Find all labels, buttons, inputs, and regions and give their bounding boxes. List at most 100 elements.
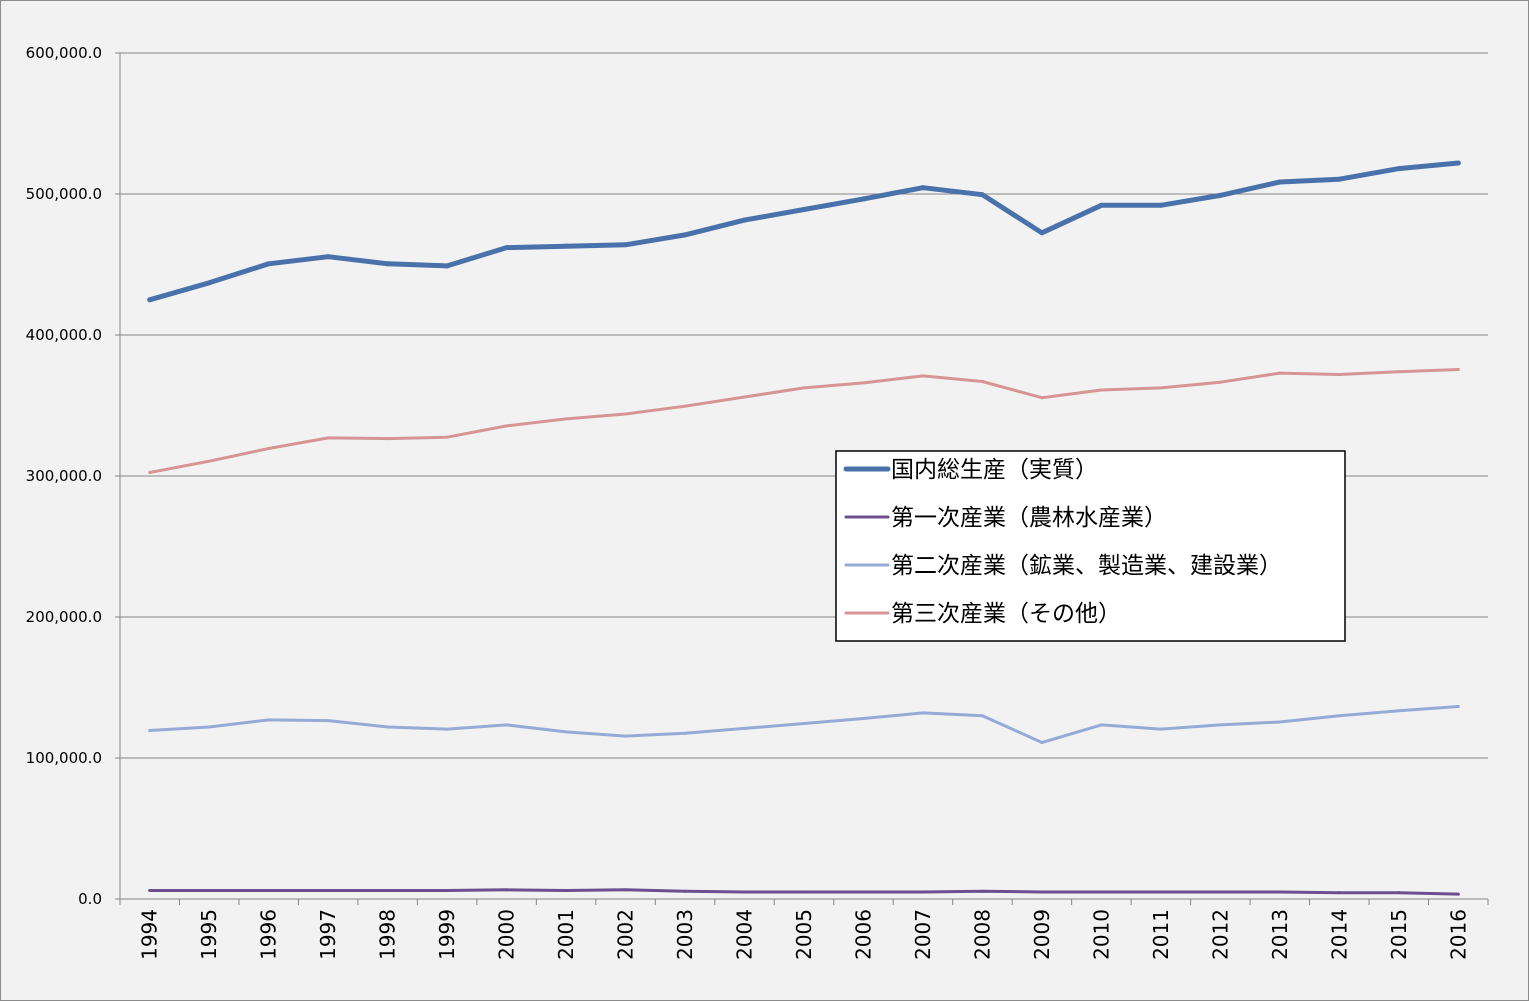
data-point bbox=[1159, 890, 1163, 894]
data-point bbox=[1456, 368, 1460, 372]
series-line-1 bbox=[147, 160, 1461, 303]
data-point bbox=[980, 889, 984, 893]
data-point bbox=[505, 723, 509, 727]
data-point bbox=[505, 888, 509, 892]
data-point bbox=[623, 242, 629, 248]
legend-box bbox=[835, 450, 1346, 642]
y-tick-label: 100,000.0 bbox=[26, 749, 102, 767]
x-tick-label: 2005 bbox=[792, 909, 816, 960]
x-tick-label: 2009 bbox=[1030, 909, 1054, 960]
axes bbox=[115, 52, 1489, 905]
data-point bbox=[326, 719, 330, 723]
data-point bbox=[564, 889, 568, 893]
legend-label: 第二次産業（鉱業、製造業、建設業） bbox=[891, 553, 1282, 579]
data-point bbox=[802, 386, 806, 390]
data-point bbox=[683, 889, 687, 893]
data-point bbox=[385, 261, 391, 267]
x-tick-label: 2006 bbox=[851, 909, 875, 960]
data-point bbox=[1217, 192, 1223, 198]
data-point bbox=[445, 889, 449, 893]
x-tick-label: 2016 bbox=[1446, 909, 1470, 960]
x-tick-label: 2013 bbox=[1268, 909, 1292, 960]
legend-label: 第一次産業（農林水産業） bbox=[891, 505, 1167, 531]
data-point bbox=[624, 734, 628, 738]
data-point bbox=[920, 185, 926, 191]
data-point bbox=[1456, 705, 1460, 709]
data-point bbox=[563, 243, 569, 249]
data-point bbox=[207, 725, 211, 729]
data-point bbox=[921, 374, 925, 378]
data-point bbox=[1337, 372, 1341, 376]
data-point bbox=[1099, 890, 1103, 894]
data-point bbox=[801, 207, 807, 213]
data-point bbox=[504, 245, 510, 251]
data-point bbox=[267, 447, 271, 451]
y-axis-ticks: 0.0 100,000.0 200,000.0 300,000.0 400,000.0 5… bbox=[26, 44, 102, 908]
data-point bbox=[1278, 890, 1282, 894]
data-point bbox=[1336, 176, 1342, 182]
data-point bbox=[1040, 396, 1044, 400]
data-point bbox=[1040, 740, 1044, 744]
data-point bbox=[979, 192, 985, 198]
data-point bbox=[148, 729, 152, 733]
data-point bbox=[861, 717, 865, 721]
data-point bbox=[386, 889, 390, 893]
data-point bbox=[1099, 388, 1103, 392]
data-point bbox=[1337, 714, 1341, 718]
data-point bbox=[802, 890, 806, 894]
data-point bbox=[1278, 720, 1282, 724]
x-tick-label: 2002 bbox=[614, 909, 638, 960]
data-point bbox=[386, 437, 390, 441]
data-point bbox=[1040, 890, 1044, 894]
data-point bbox=[743, 395, 747, 399]
data-point bbox=[683, 404, 687, 408]
data-point bbox=[1099, 723, 1103, 727]
x-tick-label: 2012 bbox=[1208, 909, 1232, 960]
data-point bbox=[445, 435, 449, 439]
data-point bbox=[326, 436, 330, 440]
data-point bbox=[624, 412, 628, 416]
data-point bbox=[147, 297, 153, 303]
data-point bbox=[624, 888, 628, 892]
data-point bbox=[1098, 202, 1104, 208]
x-tick-label: 2007 bbox=[911, 909, 935, 960]
data-point bbox=[1159, 386, 1163, 390]
data-point bbox=[267, 718, 271, 722]
data-point bbox=[1397, 709, 1401, 713]
data-point bbox=[1278, 371, 1282, 375]
x-tick-label: 1995 bbox=[197, 909, 221, 960]
y-tick-label: 400,000.0 bbox=[26, 326, 102, 344]
data-point bbox=[1158, 202, 1164, 208]
data-point bbox=[266, 261, 272, 267]
data-point bbox=[743, 726, 747, 730]
y-tick-label: 600,000.0 bbox=[26, 44, 102, 62]
data-point bbox=[148, 889, 152, 893]
x-tick-label: 2014 bbox=[1327, 909, 1351, 960]
data-point bbox=[1397, 370, 1401, 374]
x-tick-label: 1994 bbox=[138, 909, 162, 960]
data-point bbox=[1277, 179, 1283, 185]
data-point bbox=[386, 725, 390, 729]
data-point bbox=[980, 380, 984, 384]
data-point bbox=[802, 721, 806, 725]
y-tick-label: 500,000.0 bbox=[26, 185, 102, 203]
x-tick-label: 1997 bbox=[316, 909, 340, 960]
data-point bbox=[980, 714, 984, 718]
data-point bbox=[444, 263, 450, 269]
data-point bbox=[505, 424, 509, 428]
x-tick-label: 1998 bbox=[376, 909, 400, 960]
data-point bbox=[564, 730, 568, 734]
data-point bbox=[1456, 892, 1460, 896]
data-point bbox=[445, 727, 449, 731]
x-tick-label: 2000 bbox=[495, 909, 519, 960]
x-tick-label: 2010 bbox=[1089, 909, 1113, 960]
data-point bbox=[1396, 166, 1402, 172]
data-point bbox=[148, 470, 152, 474]
data-point bbox=[742, 217, 748, 223]
y-tick-label: 0.0 bbox=[78, 890, 102, 908]
data-point bbox=[207, 459, 211, 463]
x-tick-label: 1999 bbox=[435, 909, 459, 960]
data-point bbox=[267, 889, 271, 893]
data-point bbox=[1397, 891, 1401, 895]
